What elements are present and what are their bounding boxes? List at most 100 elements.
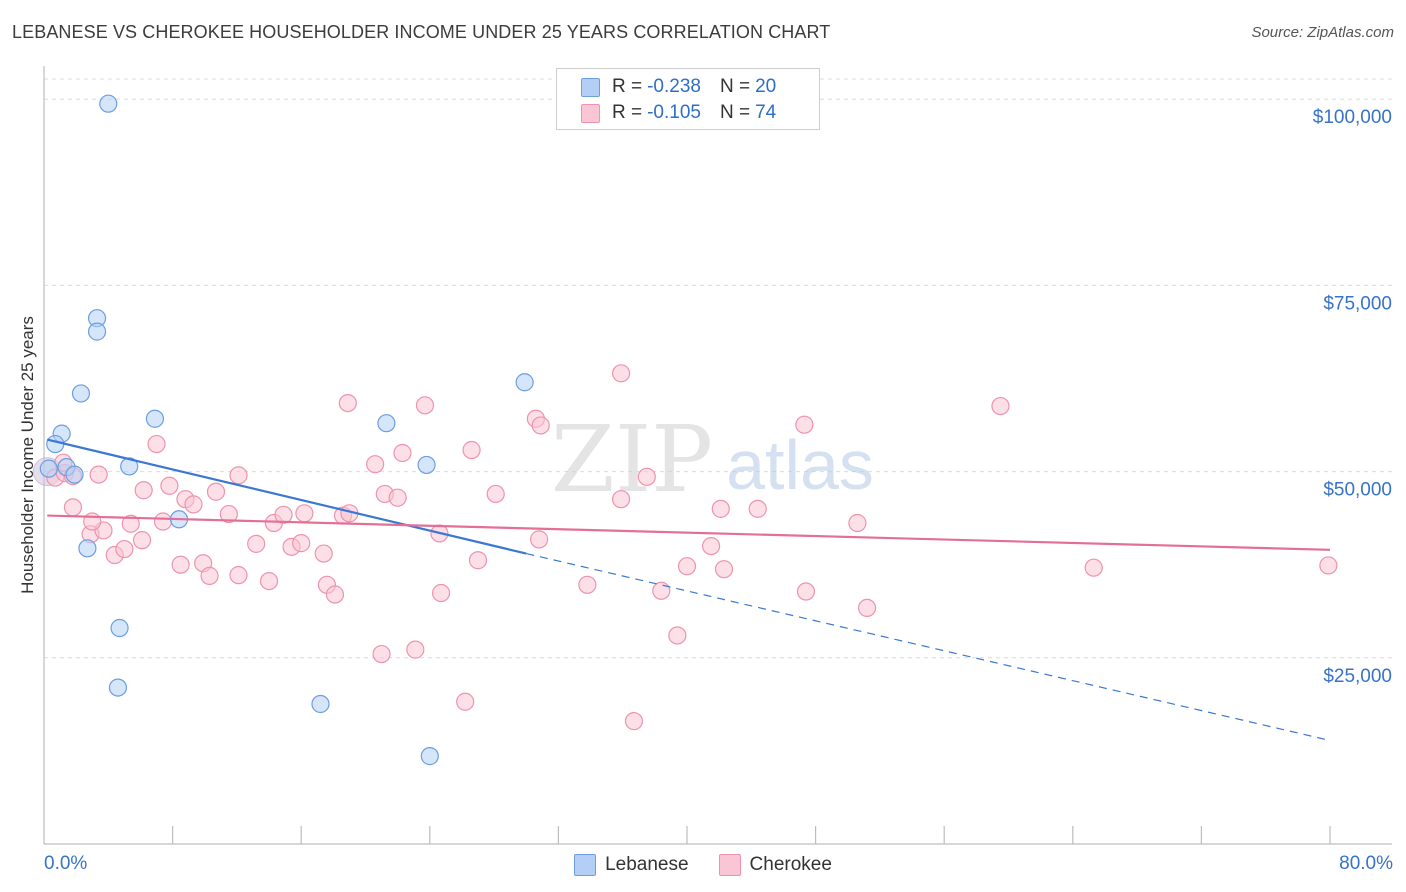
cherokee-point-72 — [1084, 558, 1103, 577]
legend-row-cherokee: R = -0.105 N = 74 — [581, 100, 776, 126]
cherokee-point-6 — [160, 476, 179, 495]
r-label: R = — [612, 76, 643, 97]
lebanese-point-19 — [420, 747, 439, 766]
cherokee-point-15 — [393, 443, 412, 463]
cherokee-point-8 — [184, 495, 203, 514]
lebanese-point-15 — [78, 539, 97, 558]
legend-swatch-lebanese — [581, 77, 600, 97]
n-label: N = — [719, 76, 751, 97]
lebanese-point-2 — [87, 322, 107, 341]
lebanese-point-5 — [46, 434, 65, 454]
cherokee-point-54 — [372, 644, 391, 664]
cherokee-point-65 — [677, 557, 697, 576]
cherokee-point-58 — [456, 692, 475, 711]
cherokee-point-35 — [132, 531, 152, 550]
lebanese-trend-line — [46, 438, 527, 555]
cherokee-point-4 — [134, 481, 153, 500]
cherokee-point-59 — [468, 551, 488, 570]
cherokee-point-10 — [229, 466, 248, 485]
cherokee-point-47 — [292, 534, 311, 553]
lebanese-point-12 — [417, 455, 436, 475]
legend-item-cherokee: Cherokee — [718, 854, 832, 876]
cherokee-point-60 — [530, 530, 549, 549]
lebanese-trend-extension — [526, 552, 1331, 742]
lebanese-point-8 — [65, 465, 84, 484]
cherokee-point-33 — [115, 539, 134, 559]
cherokee-point-48 — [295, 504, 314, 523]
y-tick-label-1: $50,000 — [1323, 480, 1392, 501]
series-legend: Lebanese Cherokee — [0, 852, 1406, 878]
x-tick-labels: 0.0% 80.0% — [44, 853, 1393, 874]
cherokee-point-37 — [171, 555, 190, 574]
cherokee-point-45 — [274, 505, 293, 524]
cherokee-point-9 — [206, 482, 226, 501]
watermark-zip: ZIP — [551, 406, 713, 513]
cherokee-point-43 — [259, 571, 279, 591]
y-tick-label-0: $25,000 — [1323, 666, 1392, 687]
cherokee-point-67 — [714, 560, 734, 579]
legend-swatch-cherokee — [581, 103, 600, 123]
legend-item-lebanese: Lebanese — [574, 854, 689, 876]
x-tick-label-max: 80.0% — [1339, 853, 1393, 874]
cherokee-point-49 — [314, 544, 333, 563]
cherokee-point-25 — [748, 499, 767, 518]
cherokee-point-24 — [711, 499, 730, 518]
cherokee-point-69 — [857, 598, 877, 618]
cherokee-point-3 — [89, 465, 108, 484]
cherokee-point-55 — [406, 640, 425, 659]
watermark: ZIP atlas — [551, 406, 874, 513]
source-label: Source: ZipAtlas.com — [1251, 24, 1394, 41]
watermark-atlas: atlas — [726, 426, 874, 504]
cherokee-point-34 — [121, 514, 140, 533]
lebanese-point-18 — [311, 694, 330, 714]
cherokee-point-36 — [153, 512, 173, 531]
cherokee-point-11 — [338, 394, 357, 413]
cherokee-point-42 — [247, 534, 266, 553]
r-value: -0.238 — [647, 76, 701, 97]
cherokee-point-39 — [200, 566, 219, 585]
lebanese-point-0 — [99, 94, 118, 113]
cherokee-point-63 — [652, 581, 671, 600]
cherokee-point-68 — [796, 582, 816, 601]
data-points — [32, 94, 1338, 766]
lebanese-point-3 — [71, 384, 91, 403]
y-tick-labels: $25,000 $50,000 $75,000 $100,000 — [1313, 107, 1392, 687]
correlation-legend: R = -0.238 N = 20 R = -0.105 N = 74 — [556, 68, 820, 130]
y-tick-label-2: $75,000 — [1323, 293, 1392, 314]
lebanese-point-10 — [145, 409, 165, 428]
legend-swatch-lebanese — [574, 854, 597, 876]
lebanese-point-6 — [39, 459, 58, 478]
cherokee-point-26 — [795, 415, 814, 434]
axes — [43, 66, 1392, 845]
cherokee-trend-line — [47, 514, 1331, 551]
trend-lines — [46, 438, 1331, 742]
cherokee-point-40 — [219, 504, 238, 524]
n-value: 20 — [755, 76, 777, 97]
cherokee-point-17 — [462, 440, 481, 460]
cherokee-point-28 — [991, 396, 1010, 416]
cherokee-point-29 — [63, 498, 83, 517]
cherokee-point-66 — [702, 536, 721, 556]
x-tick-label-min: 0.0% — [44, 853, 87, 874]
chart-title: LEBANESE VS CHEROKEE HOUSEHOLDER INCOME … — [12, 22, 831, 42]
cherokee-point-12 — [366, 455, 385, 474]
lebanese-point-11 — [377, 414, 396, 433]
cherokee-point-64 — [668, 626, 687, 645]
cherokee-point-41 — [229, 566, 248, 585]
cherokee-point-18 — [486, 484, 505, 504]
legend-label-lebanese: Lebanese — [605, 854, 689, 875]
lebanese-point-13 — [515, 373, 534, 392]
cherokee-point-22 — [611, 364, 631, 383]
y-axis-label: Householder Income Under 25 years — [18, 316, 37, 594]
cherokee-point-21 — [611, 490, 631, 509]
r-label: R = — [612, 102, 643, 123]
cherokee-point-73 — [1319, 556, 1338, 575]
cherokee-point-27 — [848, 513, 867, 533]
cherokee-point-61 — [578, 575, 597, 594]
y-tick-label-3: $100,000 — [1313, 107, 1392, 128]
n-label: N = — [719, 102, 751, 123]
cherokee-point-51 — [325, 585, 345, 604]
cherokee-point-62 — [624, 712, 644, 731]
lebanese-point-16 — [110, 618, 129, 638]
cherokee-point-14 — [388, 488, 407, 507]
